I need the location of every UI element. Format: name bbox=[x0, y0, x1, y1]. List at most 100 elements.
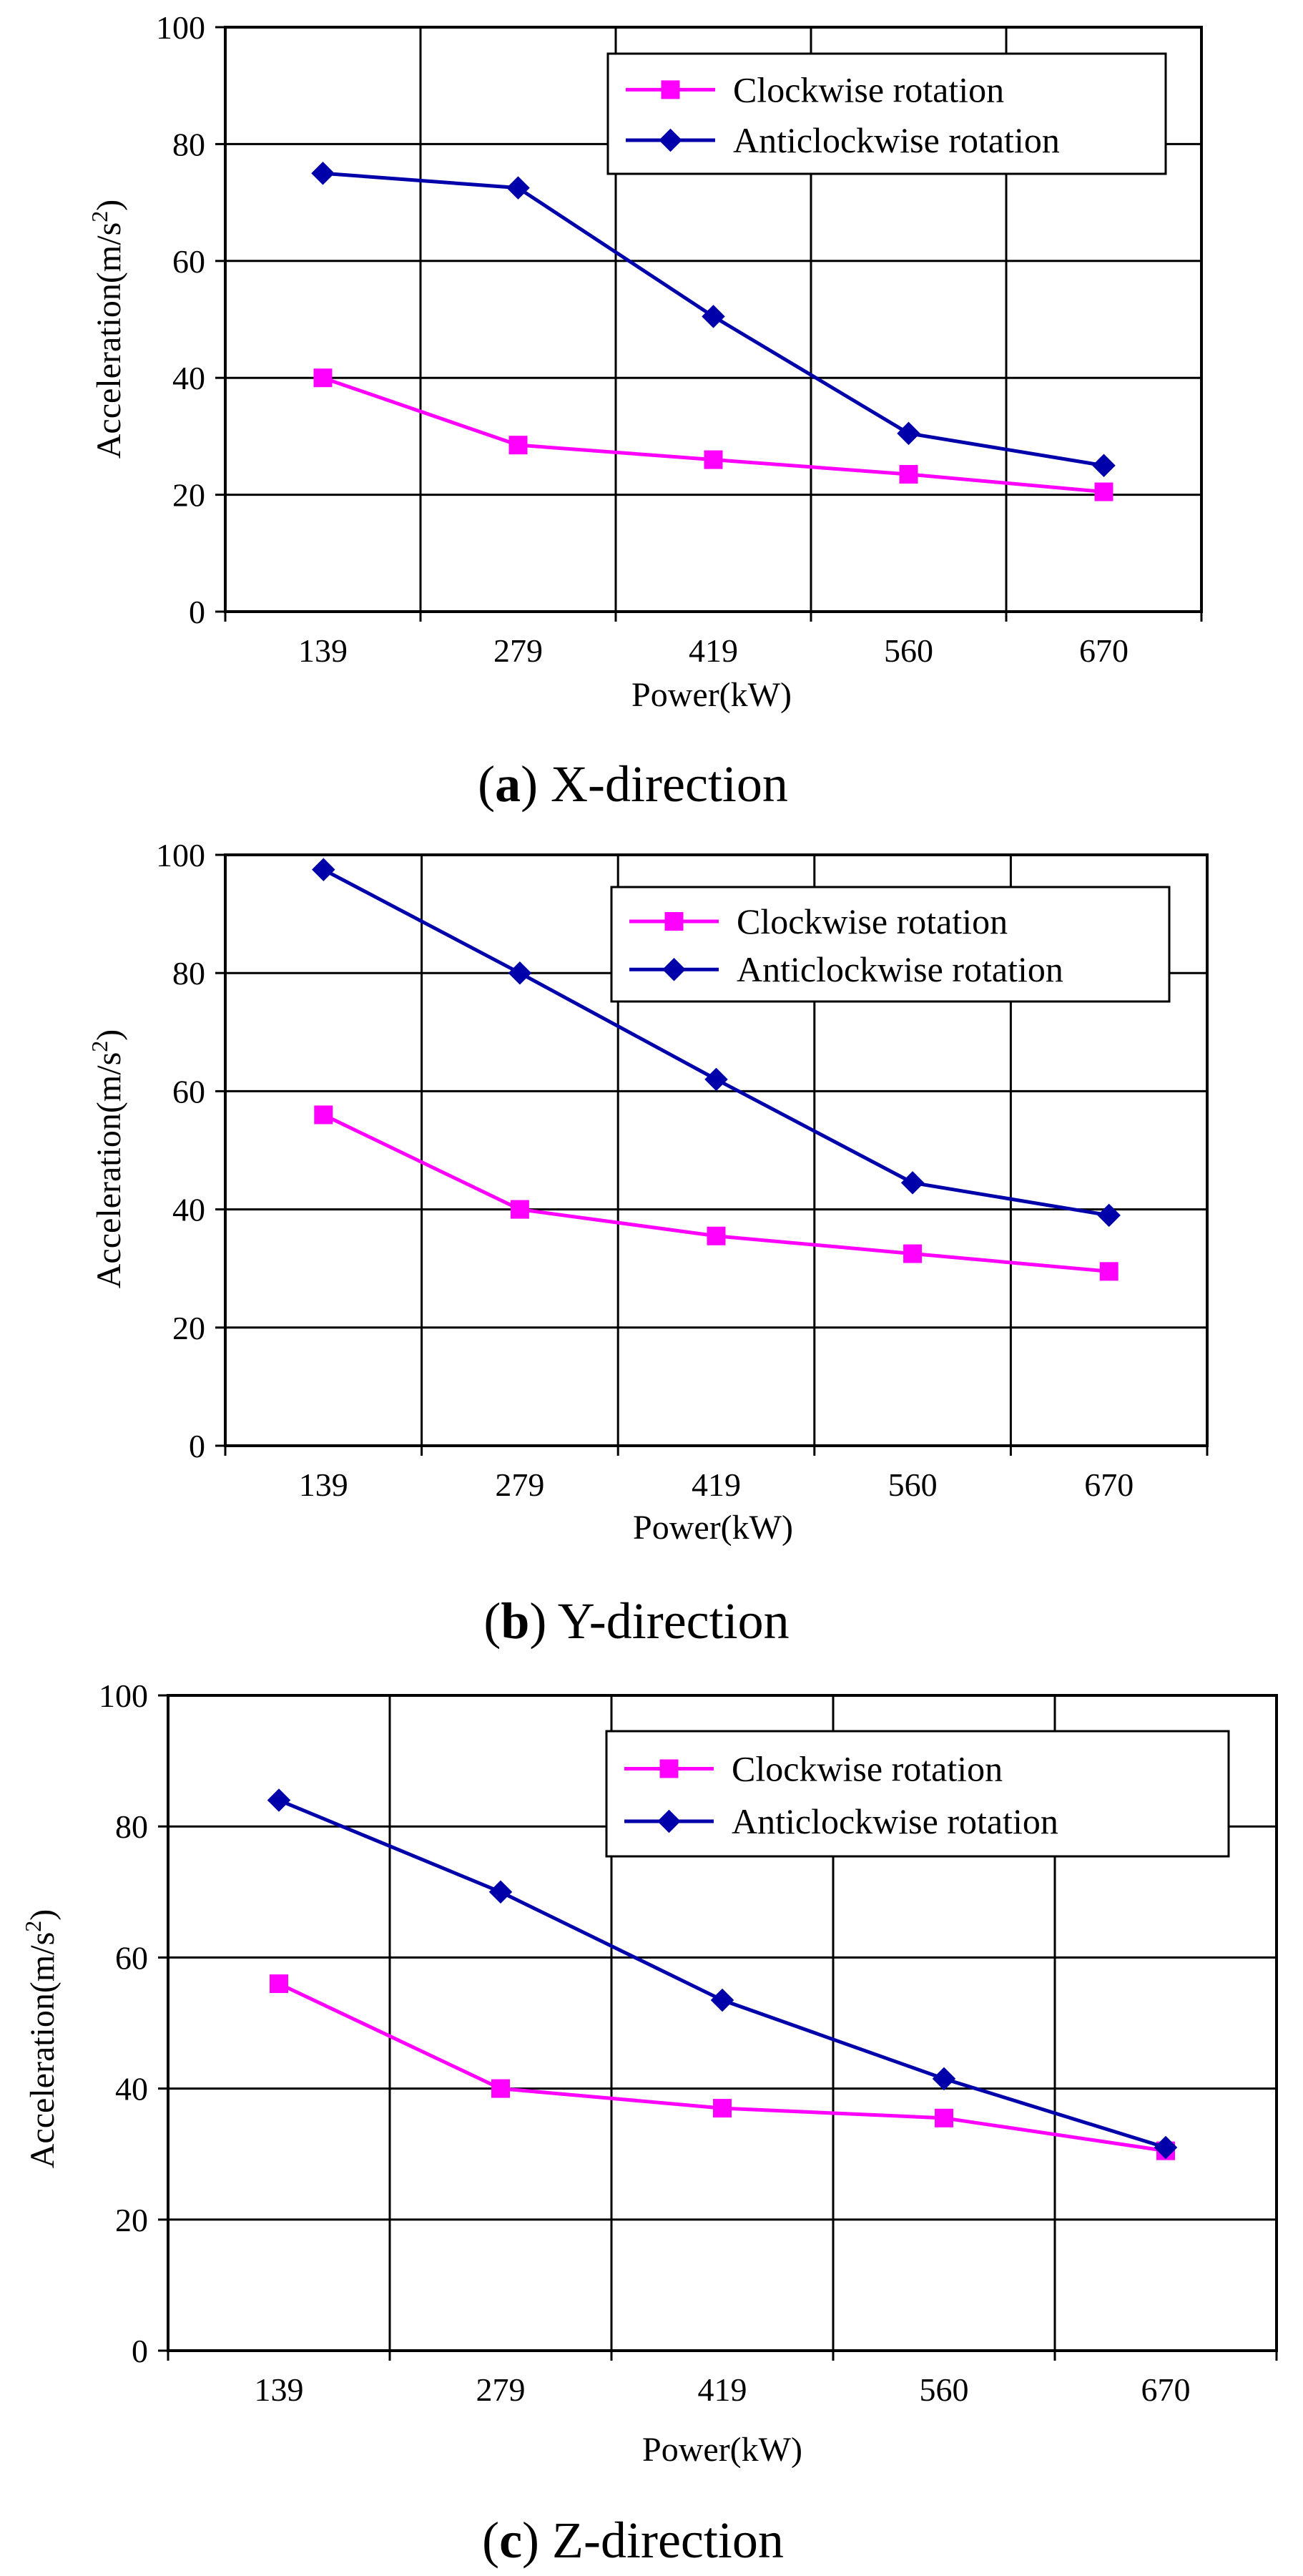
caption-letter: c bbox=[499, 2512, 522, 2569]
x-tick-label: 279 bbox=[476, 2371, 526, 2408]
panel-caption: (c) Z-direction bbox=[482, 2512, 784, 2569]
y-axis-title-close: ) bbox=[90, 1029, 128, 1041]
data-point bbox=[903, 1244, 923, 1263]
x-tick-label: 419 bbox=[698, 2371, 747, 2408]
data-point bbox=[311, 162, 335, 185]
x-tick-label: 560 bbox=[884, 632, 933, 669]
data-point bbox=[702, 305, 725, 328]
y-axis-title-close: ) bbox=[24, 1909, 62, 1921]
y-tick-label: 20 bbox=[172, 477, 205, 514]
x-tick-label: 139 bbox=[299, 1466, 348, 1503]
x-tick-label: 670 bbox=[1079, 632, 1129, 669]
panel-y-direction: Acceleration(m/s2) Power(kW) (b) Y-direc… bbox=[87, 837, 1209, 1650]
data-point bbox=[1097, 1203, 1121, 1228]
y-tick-label: 40 bbox=[172, 360, 205, 396]
data-point bbox=[704, 450, 723, 469]
data-point bbox=[1099, 1262, 1118, 1281]
y-tick-label: 60 bbox=[172, 1073, 205, 1110]
y-tick-label: 60 bbox=[172, 243, 205, 280]
y-tick-label: 100 bbox=[156, 9, 205, 46]
x-axis-title: Power(kW) bbox=[631, 676, 792, 714]
data-point bbox=[313, 368, 333, 388]
legend-label: Anticlockwise rotation bbox=[737, 949, 1063, 989]
legend-box bbox=[606, 52, 1167, 175]
data-point bbox=[897, 421, 920, 446]
data-point bbox=[491, 2079, 510, 2098]
x-tick-label: 419 bbox=[692, 1466, 741, 1503]
y-axis-title-superscript: 2 bbox=[87, 211, 112, 222]
series-clockwise bbox=[313, 368, 1113, 501]
legend-swatch-marker bbox=[657, 1809, 681, 1833]
y-tick-label: 20 bbox=[172, 1310, 205, 1346]
y-tick-label: 20 bbox=[115, 2202, 148, 2238]
data-point bbox=[510, 1200, 529, 1219]
y-tick-label: 100 bbox=[156, 837, 205, 873]
legend: Clockwise rotation Anticlockwise rotation bbox=[610, 886, 1171, 1003]
legend-label: Clockwise rotation bbox=[732, 1749, 1003, 1789]
y-tick-label: 80 bbox=[172, 955, 205, 991]
data-point bbox=[508, 436, 528, 455]
caption-text: Z-direction bbox=[552, 2512, 784, 2569]
caption-letter: b bbox=[501, 1592, 529, 1650]
y-axis-title-close: ) bbox=[90, 200, 128, 211]
y-tick-label: 40 bbox=[115, 2071, 148, 2107]
data-point bbox=[899, 465, 918, 484]
caption-text: X-direction bbox=[551, 755, 788, 813]
legend-box bbox=[610, 886, 1171, 1003]
x-tick-label: 670 bbox=[1141, 2371, 1191, 2408]
x-tick-label: 419 bbox=[689, 632, 738, 669]
legend-label: Clockwise rotation bbox=[733, 69, 1004, 109]
data-point bbox=[1094, 482, 1113, 501]
y-axis-title: Acceleration(m/s2) bbox=[20, 1909, 62, 2169]
y-axis-title-text: Acceleration(m/s bbox=[90, 1052, 128, 1289]
data-point bbox=[267, 1788, 291, 1812]
x-tick-label: 279 bbox=[493, 632, 543, 669]
legend: Clockwise rotation Anticlockwise rotation bbox=[606, 52, 1167, 175]
x-tick-label: 279 bbox=[495, 1466, 544, 1503]
data-point bbox=[312, 858, 335, 881]
x-tick-label: 670 bbox=[1084, 1466, 1134, 1503]
y-axis-title: Acceleration(m/s2) bbox=[87, 1029, 128, 1289]
y-tick-label: 80 bbox=[115, 1808, 148, 1845]
panel-caption: (b) Y-direction bbox=[483, 1592, 789, 1650]
panel-caption: (a) X-direction bbox=[478, 755, 788, 813]
x-axis-title: Power(kW) bbox=[633, 1509, 793, 1547]
data-point bbox=[314, 1105, 333, 1125]
y-tick-label: 100 bbox=[99, 1678, 148, 1714]
data-point bbox=[506, 176, 530, 200]
x-tick-label: 139 bbox=[255, 2371, 304, 2408]
plot-frame bbox=[224, 853, 1209, 1447]
plot-frame bbox=[167, 1694, 1278, 2352]
y-axis-title-text: Acceleration(m/s bbox=[24, 1932, 62, 2169]
x-tick-label: 560 bbox=[920, 2371, 969, 2408]
data-point bbox=[508, 961, 532, 985]
panel-x-direction: Acceleration(m/s2) Power(kW) (a) X-direc… bbox=[87, 9, 1203, 813]
x-tick-label: 560 bbox=[888, 1466, 938, 1503]
y-axis-title-superscript: 2 bbox=[87, 1041, 112, 1052]
legend: Clockwise rotation Anticlockwise rotation bbox=[605, 1730, 1230, 1858]
legend-label: Clockwise rotation bbox=[737, 901, 1008, 941]
panel-z-direction: Acceleration(m/s2) Power(kW) (c) Z-direc… bbox=[20, 1678, 1278, 2569]
data-point bbox=[1092, 454, 1116, 477]
series-anticlockwise bbox=[312, 858, 1121, 1228]
legend-label: Anticlockwise rotation bbox=[733, 120, 1060, 160]
legend-swatch-marker bbox=[659, 128, 682, 152]
series-clockwise bbox=[314, 1105, 1118, 1281]
y-tick-label: 60 bbox=[115, 1939, 148, 1976]
y-tick-label: 0 bbox=[189, 1428, 205, 1464]
data-point bbox=[270, 1974, 288, 1994]
legend-swatch-marker bbox=[659, 1759, 679, 1778]
legend-swatch-marker bbox=[661, 80, 680, 99]
data-point bbox=[900, 1171, 925, 1195]
legend-box bbox=[605, 1730, 1230, 1858]
y-axis-title-text: Acceleration(m/s bbox=[90, 222, 128, 459]
y-tick-label: 0 bbox=[189, 594, 205, 630]
y-tick-label: 40 bbox=[172, 1192, 205, 1228]
data-point bbox=[932, 2067, 956, 2091]
data-point bbox=[488, 1880, 513, 1904]
data-point bbox=[707, 1226, 726, 1245]
y-axis-title-superscript: 2 bbox=[20, 1921, 46, 1932]
caption-letter: a bbox=[495, 755, 521, 813]
y-tick-label: 80 bbox=[172, 126, 205, 162]
